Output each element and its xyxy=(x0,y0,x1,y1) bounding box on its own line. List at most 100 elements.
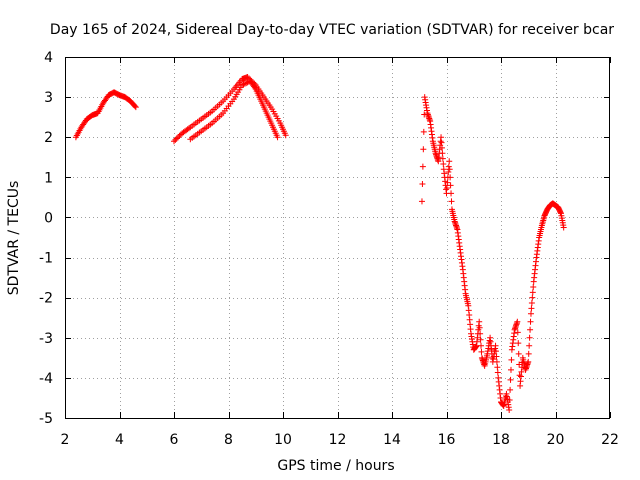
data-point xyxy=(516,372,523,379)
data-point xyxy=(529,294,536,301)
data-point xyxy=(514,329,521,336)
x-tick-label: 14 xyxy=(383,432,401,448)
data-point xyxy=(420,128,427,135)
data-point xyxy=(445,168,452,175)
data-point xyxy=(478,348,485,355)
chart-title: Day 165 of 2024, Sidereal Day-to-day VTE… xyxy=(50,22,614,38)
data-point xyxy=(439,150,446,157)
data-point xyxy=(515,350,522,357)
y-tick-label: -4 xyxy=(39,371,53,387)
data-points xyxy=(72,74,567,413)
data-point xyxy=(443,185,450,192)
data-point xyxy=(514,318,521,325)
data-point xyxy=(251,84,258,91)
y-tick-label: 1 xyxy=(44,170,53,186)
data-point xyxy=(526,342,533,349)
data-point xyxy=(493,353,500,360)
data-point xyxy=(506,406,513,413)
data-point xyxy=(478,342,485,349)
data-point xyxy=(476,324,483,331)
data-point xyxy=(529,289,536,296)
data-point xyxy=(507,386,514,393)
data-point xyxy=(515,340,522,347)
data-point xyxy=(438,144,445,151)
data-point xyxy=(516,361,523,368)
data-point xyxy=(419,163,426,170)
y-tick-label: 2 xyxy=(44,130,53,146)
data-point xyxy=(418,198,425,205)
x-tick-label: 18 xyxy=(492,432,510,448)
data-point xyxy=(476,318,483,325)
data-point xyxy=(420,146,427,153)
data-point xyxy=(525,358,532,365)
data-point xyxy=(419,181,426,188)
data-point xyxy=(494,364,501,371)
data-point xyxy=(282,132,289,139)
data-point xyxy=(506,396,513,403)
y-tick-label: -5 xyxy=(39,411,53,427)
data-point xyxy=(444,179,451,186)
data-point xyxy=(507,366,514,373)
data-point xyxy=(173,135,180,142)
x-tick-labels: 2 4 6 8 10 12 14 16 18 20 22 xyxy=(61,432,619,448)
data-point xyxy=(526,334,533,341)
data-point xyxy=(243,80,250,87)
grid-lines xyxy=(65,57,610,418)
data-point xyxy=(244,74,251,81)
data-point xyxy=(445,163,452,170)
data-point xyxy=(446,158,453,165)
data-point xyxy=(525,350,532,357)
data-point xyxy=(527,326,534,333)
y-tick-labels: -5 -4 -3 -2 -1 0 1 2 3 4 xyxy=(39,50,53,427)
data-point xyxy=(131,103,138,110)
x-tick-label: 10 xyxy=(274,432,292,448)
data-point xyxy=(527,310,534,317)
x-tick-label: 20 xyxy=(547,432,565,448)
plot-border xyxy=(65,57,610,419)
data-point xyxy=(446,166,453,173)
x-tick-label: 4 xyxy=(115,432,124,448)
data-point xyxy=(185,125,192,132)
data-point xyxy=(477,336,484,343)
data-point xyxy=(447,182,454,189)
data-point xyxy=(176,132,183,139)
data-point xyxy=(172,136,179,143)
data-point xyxy=(492,342,499,349)
x-tick-label: 8 xyxy=(224,432,233,448)
data-point xyxy=(240,81,247,88)
data-point xyxy=(239,82,246,89)
data-point xyxy=(530,283,537,290)
data-point xyxy=(438,139,445,146)
x-tick-label: 2 xyxy=(61,432,70,448)
x-tick-label: 6 xyxy=(170,432,179,448)
data-point xyxy=(560,224,567,231)
data-point xyxy=(171,138,177,145)
data-point xyxy=(527,318,534,325)
data-point xyxy=(241,80,248,87)
data-point xyxy=(274,134,281,141)
x-tick-label: 22 xyxy=(601,432,619,448)
data-point xyxy=(439,155,446,162)
data-point xyxy=(448,198,455,205)
y-tick-label: 3 xyxy=(44,90,53,106)
data-point xyxy=(528,305,535,312)
data-point xyxy=(528,300,535,307)
y-tick-label: 0 xyxy=(44,210,53,226)
data-point xyxy=(448,190,455,197)
y-tick-label: 4 xyxy=(44,50,53,66)
y-axis-label: SDTVAR / TECUs xyxy=(6,181,22,296)
data-point xyxy=(440,160,447,167)
data-point xyxy=(132,104,139,111)
x-axis-label: GPS time / hours xyxy=(277,458,394,474)
x-tick-label: 16 xyxy=(438,432,456,448)
data-point xyxy=(477,330,484,337)
data-point xyxy=(438,134,445,141)
data-point xyxy=(494,369,501,376)
data-point xyxy=(508,356,515,363)
y-tick-label: -2 xyxy=(39,291,53,307)
y-tick-label: -1 xyxy=(39,251,53,267)
x-tick-label: 12 xyxy=(329,432,347,448)
data-point xyxy=(493,358,500,365)
data-point xyxy=(447,174,454,181)
